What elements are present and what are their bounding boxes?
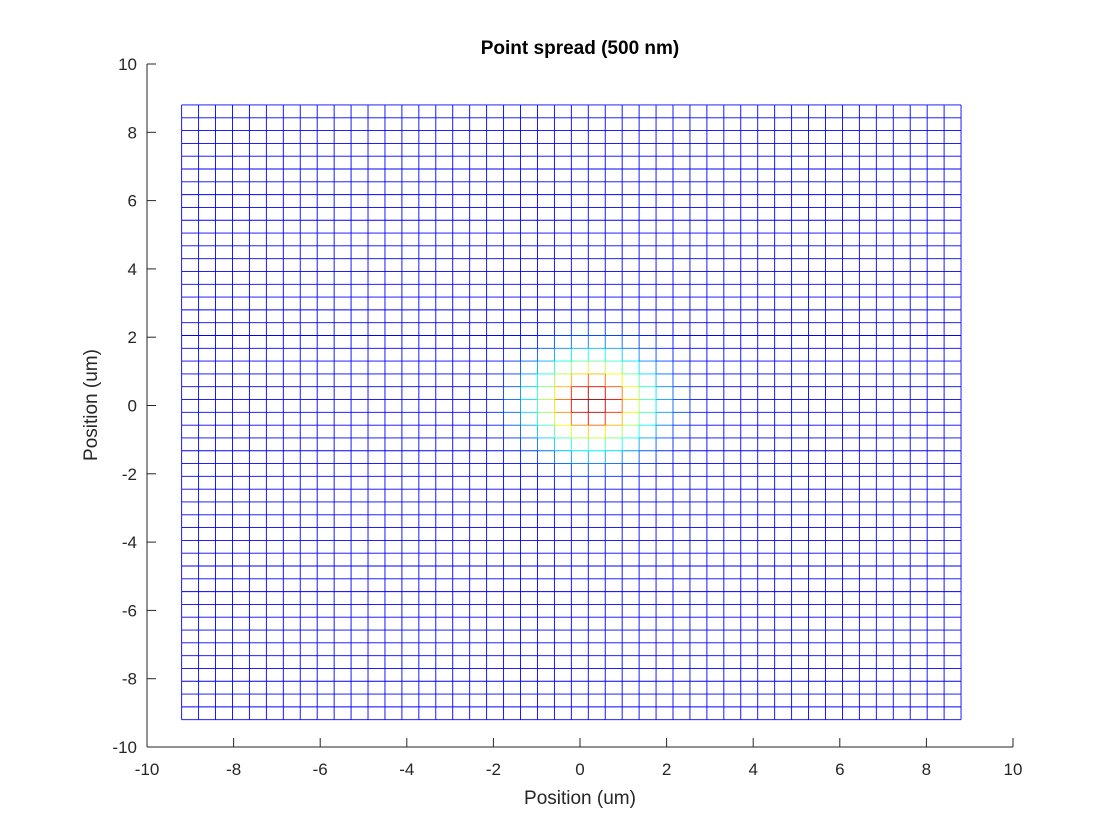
x-tick-label: 6 xyxy=(835,760,844,779)
y-axis-label: Position (um) xyxy=(81,349,102,461)
y-tick-label: 8 xyxy=(128,123,137,142)
y-tick-label: 10 xyxy=(118,55,137,74)
y-tick-label: -10 xyxy=(112,738,137,757)
y-tick-label: 0 xyxy=(128,397,137,416)
x-tick-label: -6 xyxy=(313,760,328,779)
y-tick-label: -4 xyxy=(122,533,137,552)
x-axis-label: Position (um) xyxy=(524,788,636,809)
x-tick-label: 8 xyxy=(922,760,931,779)
x-tick-label: 4 xyxy=(748,760,757,779)
mesh-surface xyxy=(181,104,962,721)
x-tick-label: -8 xyxy=(226,760,241,779)
x-tick-label: -10 xyxy=(135,760,160,779)
axes: -10 -8 -6 -4 -2 0 2 4 6 8 10 -10 -8 -6 -4 -2 0 2 4 6 8 10 xyxy=(112,55,1022,779)
y-tick-label: -8 xyxy=(122,670,137,689)
y-tick-label: -6 xyxy=(122,601,137,620)
x-tick-label: 2 xyxy=(662,760,671,779)
y-tick-label: 4 xyxy=(128,260,137,279)
y-tick-label: 2 xyxy=(128,328,137,347)
y-tick-label: -2 xyxy=(122,465,137,484)
y-tick-label: 6 xyxy=(128,192,137,211)
x-tick-label: 10 xyxy=(1004,760,1023,779)
x-tick-label: -2 xyxy=(486,760,501,779)
chart-title: Point spread (500 nm) xyxy=(481,38,680,59)
x-tick-label: -4 xyxy=(399,760,414,779)
x-tick-label: 0 xyxy=(575,760,584,779)
